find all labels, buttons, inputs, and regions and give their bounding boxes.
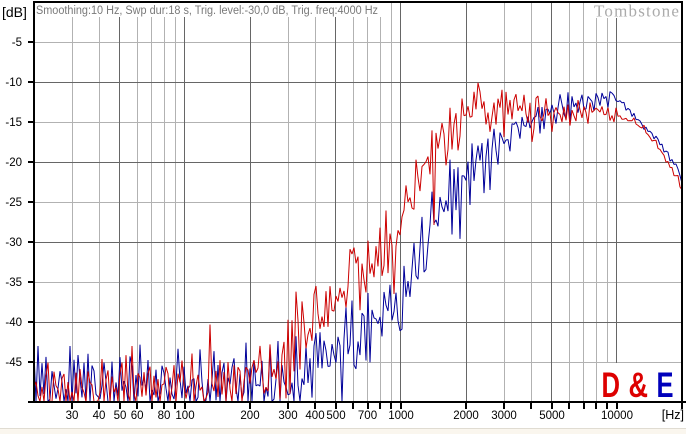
svg-text:Tombstone: Tombstone xyxy=(594,2,680,21)
svg-text:-20: -20 xyxy=(5,157,22,169)
svg-text:-5: -5 xyxy=(12,37,22,49)
svg-text:3000: 3000 xyxy=(491,410,517,422)
svg-text:[Hz]: [Hz] xyxy=(662,408,684,422)
svg-text:400: 400 xyxy=(305,410,324,422)
svg-text:700: 700 xyxy=(358,410,377,422)
svg-text:100: 100 xyxy=(175,410,194,422)
svg-text:D: D xyxy=(602,365,621,405)
svg-text:-45: -45 xyxy=(5,357,22,369)
svg-text:300: 300 xyxy=(278,410,297,422)
svg-text:-35: -35 xyxy=(5,277,22,289)
svg-text:40: 40 xyxy=(93,410,106,422)
svg-text:10000: 10000 xyxy=(601,410,633,422)
svg-text:&: & xyxy=(629,365,649,405)
svg-text:50: 50 xyxy=(114,410,127,422)
svg-text:5000: 5000 xyxy=(539,410,565,422)
svg-text:E: E xyxy=(657,365,674,405)
svg-text:-25: -25 xyxy=(5,197,22,209)
svg-text:80: 80 xyxy=(158,410,171,422)
svg-text:500: 500 xyxy=(326,410,345,422)
svg-text:-10: -10 xyxy=(5,77,22,89)
svg-text:-30: -30 xyxy=(5,237,22,249)
svg-text:200: 200 xyxy=(240,410,259,422)
svg-text:60: 60 xyxy=(131,410,144,422)
svg-text:-15: -15 xyxy=(5,117,22,129)
svg-text:[dB]: [dB] xyxy=(2,4,27,20)
svg-text:1000: 1000 xyxy=(388,410,414,422)
svg-text:-40: -40 xyxy=(5,317,22,329)
svg-text:Smoothing:10 Hz, Swp dur:18 s,: Smoothing:10 Hz, Swp dur:18 s, Trig. lev… xyxy=(36,5,378,17)
svg-text:2000: 2000 xyxy=(453,410,479,422)
svg-text:30: 30 xyxy=(66,410,79,422)
